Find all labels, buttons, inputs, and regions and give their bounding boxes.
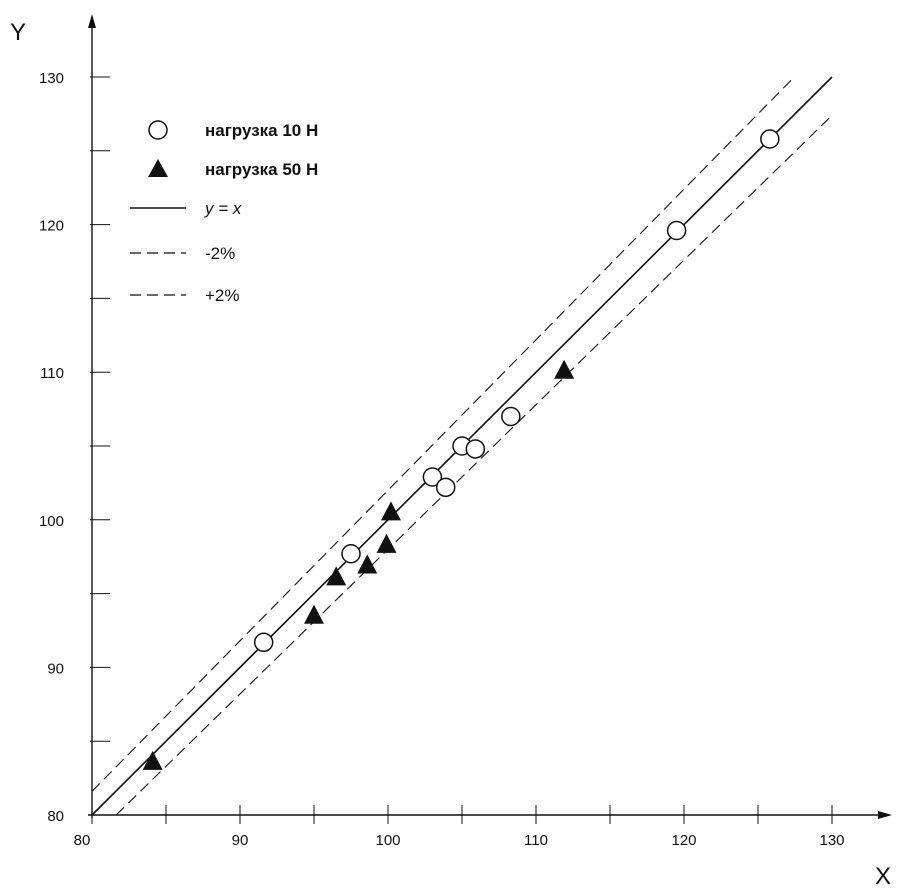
ticks: 80 90 100 110 120 130 80 90 100 110 120 130 (39, 70, 845, 849)
data-point-triangle (554, 359, 575, 379)
data-point-triangle (326, 566, 347, 586)
dashed-reference-line (91, 76, 795, 792)
x-tick-label: 110 (524, 832, 548, 849)
data-point-circle (760, 129, 780, 149)
data-point-circle (341, 543, 361, 564)
x-tick-label: 130 (819, 832, 844, 849)
legend-label-line-2: -2% (205, 244, 235, 263)
data-point-triangle (380, 501, 401, 521)
legend-label-line-1: y = x (204, 199, 242, 218)
y-tick-label: 90 (47, 660, 64, 677)
legend-label-series-1: нагрузка 10 Н (205, 121, 318, 140)
legend-item-line-1: y = x (130, 199, 242, 218)
legend: нагрузка 10 Н нагрузка 50 Н y = x -2% +2… (130, 120, 318, 305)
y-tick-label: 100 (39, 513, 64, 530)
data-point-circle (253, 632, 274, 653)
y-tick-label: 80 (47, 808, 64, 825)
x-tick-label: 80 (74, 832, 91, 849)
data-point-triangle (376, 533, 397, 553)
y-axis-arrow (88, 14, 96, 28)
x-tick-label: 100 (375, 832, 400, 849)
x-tick-label: 120 (671, 832, 696, 849)
axes: X Y (10, 14, 892, 889)
legend-item-line-2: -2% (130, 244, 235, 263)
y-axis-label: Y (10, 19, 26, 46)
data-point-circle (501, 406, 521, 427)
x-axis-label: X (875, 863, 891, 889)
data-points (142, 129, 780, 770)
legend-label-series-2: нагрузка 50 Н (205, 160, 318, 179)
data-point-triangle (142, 750, 163, 770)
legend-circle-marker (148, 120, 168, 140)
y-tick-label: 120 (39, 218, 64, 235)
x-axis-arrow (878, 811, 892, 819)
data-point-circle (435, 477, 456, 498)
legend-item-line-3: +2% (130, 286, 240, 305)
dashed-reference-line (115, 114, 833, 816)
data-point-circle (666, 220, 687, 241)
legend-triangle-marker (148, 159, 168, 177)
x-tick-label: 90 (232, 832, 249, 849)
data-point-circle (422, 467, 443, 487)
legend-label-line-3: +2% (205, 286, 240, 305)
data-point-circle (465, 439, 486, 459)
data-point-triangle (357, 554, 378, 574)
legend-item-series-1: нагрузка 10 Н (148, 120, 318, 140)
legend-item-series-2: нагрузка 50 Н (148, 159, 318, 179)
y-tick-label: 110 (40, 365, 64, 382)
y-tick-label: 130 (39, 70, 64, 87)
data-point-triangle (304, 604, 324, 624)
